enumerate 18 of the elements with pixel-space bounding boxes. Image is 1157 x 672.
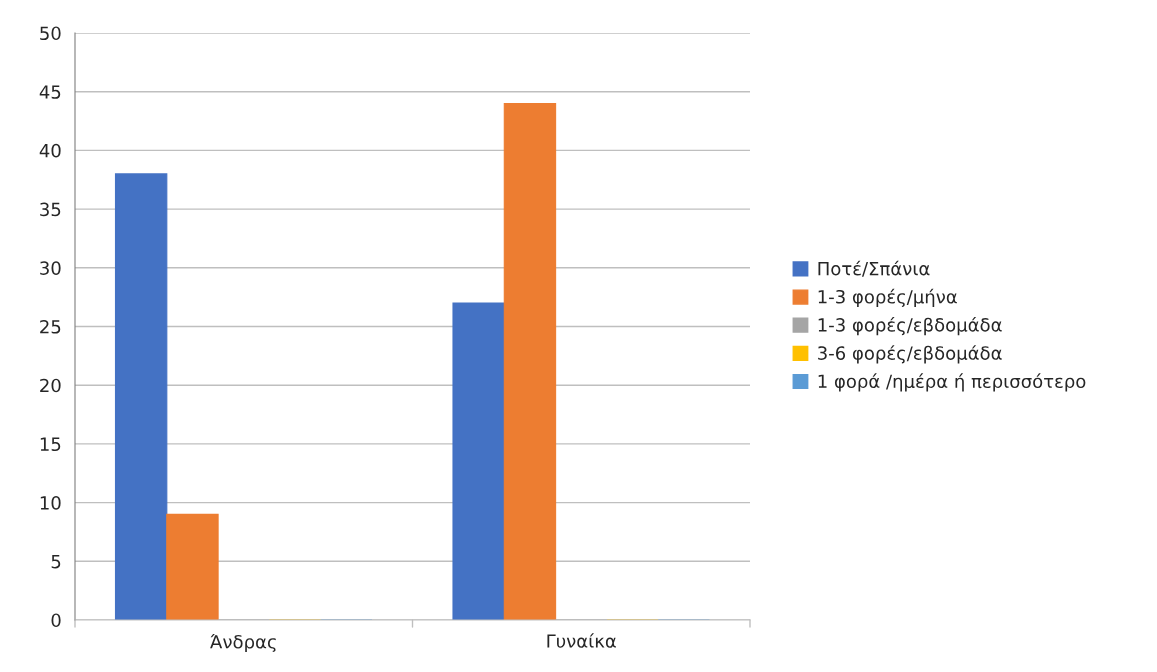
legend-label: 1 φορά /ημέρα ή περισσότερο bbox=[818, 373, 1086, 392]
y-tick-label: 25 bbox=[40, 319, 61, 334]
legend-label: 1-3 φορές/μήνα bbox=[818, 288, 957, 308]
y-tick-label: 35 bbox=[40, 202, 61, 217]
x-tick-label: Άνδρας bbox=[210, 633, 276, 653]
y-tick-label: 45 bbox=[39, 85, 61, 99]
y-tick-label: 10 bbox=[40, 496, 61, 510]
legend-label: 1-3 φορές/εβδομάδα bbox=[818, 317, 1002, 336]
y-tick-label: 20 bbox=[40, 378, 61, 393]
y-tick-label: 5 bbox=[51, 555, 61, 569]
y-tick-label: 40 bbox=[39, 143, 61, 158]
legend-label: 3-6 φορές/εβδομάδα bbox=[818, 345, 1002, 364]
legend-label: Ποτέ/Σπάνια bbox=[818, 260, 930, 277]
y-tick-label: 50 bbox=[40, 26, 61, 41]
y-tick-label: 15 bbox=[40, 437, 61, 452]
x-tick-label: Γυναίκα bbox=[547, 633, 616, 648]
y-tick-label: 30 bbox=[40, 261, 61, 275]
y-tick-label: 0 bbox=[51, 613, 61, 628]
